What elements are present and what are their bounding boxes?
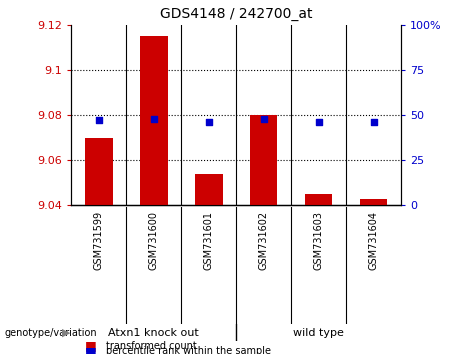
Point	[370, 119, 377, 125]
Bar	[305, 194, 332, 205]
Text: GSM731602: GSM731602	[259, 211, 269, 270]
Point	[315, 119, 322, 125]
Text: GSM731599: GSM731599	[94, 211, 104, 270]
Point	[205, 119, 213, 125]
Bar	[250, 115, 278, 205]
Text: GSM731603: GSM731603	[313, 211, 324, 270]
Text: transformed count: transformed count	[106, 341, 197, 350]
Bar	[195, 174, 223, 205]
Point	[150, 116, 158, 121]
Point	[95, 118, 103, 123]
Text: Atxn1 knock out: Atxn1 knock out	[108, 328, 199, 338]
Text: GSM731600: GSM731600	[149, 211, 159, 270]
Text: GSM731601: GSM731601	[204, 211, 214, 270]
Text: wild type: wild type	[293, 328, 344, 338]
Bar	[140, 36, 168, 205]
Text: genotype/variation: genotype/variation	[5, 328, 97, 338]
Text: ■: ■	[85, 345, 97, 354]
Title: GDS4148 / 242700_at: GDS4148 / 242700_at	[160, 7, 313, 21]
Text: percentile rank within the sample: percentile rank within the sample	[106, 346, 271, 354]
Text: GSM731604: GSM731604	[369, 211, 378, 270]
Text: ■: ■	[85, 339, 97, 352]
Bar	[360, 199, 387, 205]
Point	[260, 116, 267, 121]
Text: ▶: ▶	[62, 328, 71, 338]
Bar	[85, 138, 112, 205]
